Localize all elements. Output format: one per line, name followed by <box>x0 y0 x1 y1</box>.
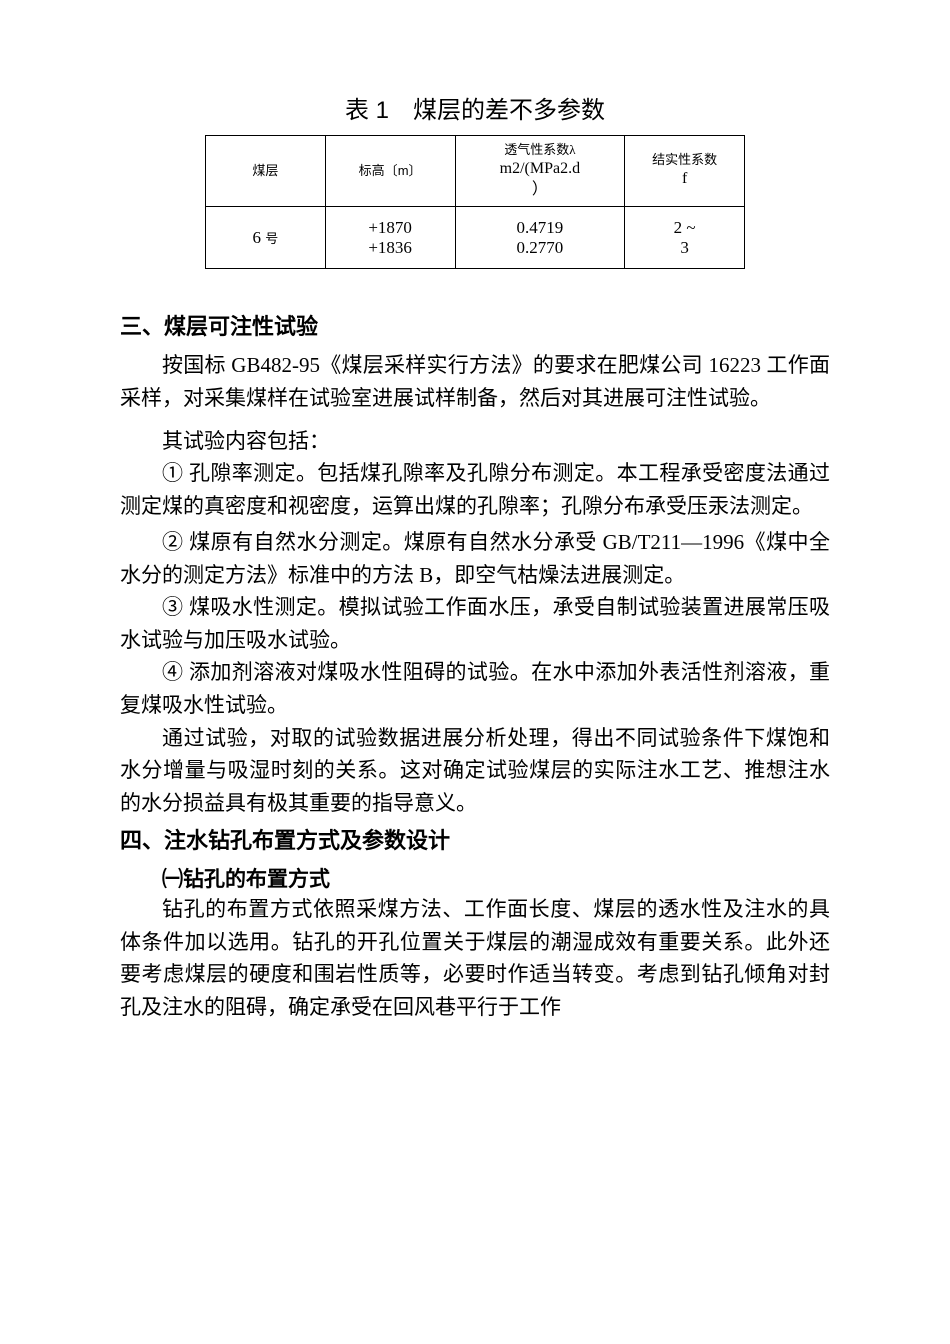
perm2: 0.2770 <box>517 238 564 257</box>
section3-p2: 其试验内容包括： <box>120 425 830 458</box>
section3-p3: ① 孔隙率测定。包括煤孔隙率及孔隙分布测定。本工程承受密度法通过测定煤的真密度和… <box>120 457 830 522</box>
header-elev-unit: m <box>398 163 409 178</box>
header-coef-line1: 结实性系数 <box>652 152 717 167</box>
table-title: 表 1 煤层的差不多参数 <box>120 90 830 125</box>
section3-p6: ④ 添加剂溶液对煤吸水性阻碍的试验。在水中添加外表活性剂溶液，重复煤吸水性试验。 <box>120 656 830 721</box>
section4-subheading: ㈠钻孔的布置方式 <box>120 863 830 893</box>
header-perm-line2: m2/(MPa2.d <box>500 160 580 177</box>
table-row: 6 号 +1870 +1836 0.4719 0.2770 2 ~ 3 <box>206 207 745 269</box>
table-header-row: 煤层 标高〔m〕 透气性系数λ m2/(MPa2.d ） 结实性系数 f <box>206 136 745 207</box>
section4-p1: 钻孔的布置方式依照采煤方法、工作面长度、煤层的透水性及注水的具体条件加以选用。钻… <box>120 893 830 1023</box>
seam-num: 6 <box>252 228 265 247</box>
section3-p5: ③ 煤吸水性测定。模拟试验工作面水压，承受自制试验装置进展常压吸水试验与加压吸水… <box>120 591 830 656</box>
header-permeability: 透气性系数λ m2/(MPa2.d ） <box>455 136 625 207</box>
header-elevation: 标高〔m〕 <box>325 136 455 207</box>
header-coefficient: 结实性系数 f <box>625 136 745 207</box>
header-elev-prefix: 标高〔 <box>359 163 398 178</box>
section3-p4: ② 煤原有自然水分测定。煤原有自然水分承受 GB/T211—1996《煤中全水分… <box>120 526 830 591</box>
coef1: 2 ~ <box>674 218 696 237</box>
params-table: 煤层 标高〔m〕 透气性系数λ m2/(MPa2.d ） 结实性系数 f 6 号… <box>205 135 745 269</box>
seam-hao: 号 <box>265 231 278 246</box>
coef2: 3 <box>680 238 689 257</box>
header-perm-line3: ） <box>532 181 548 198</box>
cell-permeability: 0.4719 0.2770 <box>455 207 625 269</box>
section3-heading: 三、煤层可注性试验 <box>120 309 830 341</box>
cell-seam: 6 号 <box>206 207 326 269</box>
header-elev-suffix: 〕 <box>409 163 422 178</box>
header-seam: 煤层 <box>206 136 326 207</box>
cell-elevation: +1870 +1836 <box>325 207 455 269</box>
perm1: 0.4719 <box>517 218 564 237</box>
cell-coefficient: 2 ~ 3 <box>625 207 745 269</box>
section3-p1: 按国标 GB482-95《煤层采样实行方法》的要求在肥煤公司 16223 工作面… <box>120 349 830 414</box>
elev1: +1870 <box>368 218 412 237</box>
elev2: +1836 <box>368 238 412 257</box>
header-perm-line1: 透气性系数λ <box>504 142 575 157</box>
section3-p7: 通过试验，对取的试验数据进展分析处理，得出不同试验条件下煤饱和水分增量与吸湿时刻… <box>120 722 830 820</box>
header-coef-line2: f <box>682 170 687 187</box>
section4-heading: 四、注水钻孔布置方式及参数设计 <box>120 823 830 855</box>
